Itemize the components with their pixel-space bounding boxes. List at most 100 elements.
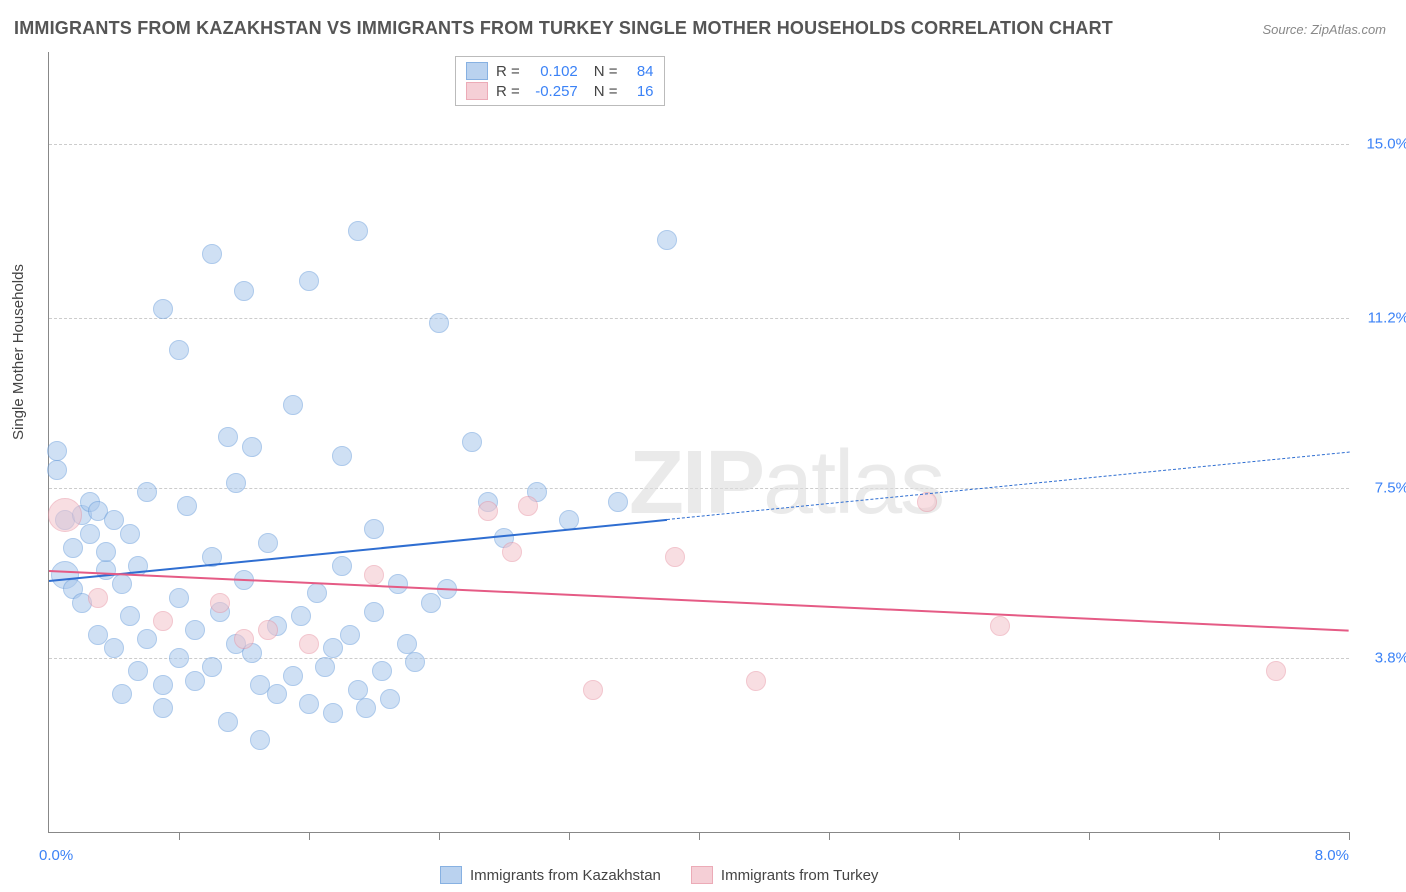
stats-legend-row: R =-0.257N =16 bbox=[462, 81, 658, 101]
scatter-point bbox=[380, 689, 400, 709]
x-tick bbox=[699, 832, 700, 840]
scatter-point bbox=[104, 638, 124, 658]
scatter-point bbox=[185, 620, 205, 640]
y-tick-label: 7.5% bbox=[1354, 479, 1406, 496]
scatter-point bbox=[291, 606, 311, 626]
y-tick-label: 15.0% bbox=[1354, 135, 1406, 152]
scatter-point bbox=[104, 510, 124, 530]
scatter-point bbox=[258, 620, 278, 640]
scatter-point bbox=[340, 625, 360, 645]
scatter-point bbox=[372, 661, 392, 681]
x-tick bbox=[959, 832, 960, 840]
stat-r-value: 0.102 bbox=[528, 63, 578, 80]
scatter-point bbox=[388, 574, 408, 594]
scatter-point bbox=[88, 588, 108, 608]
watermark-bold: ZIP bbox=[629, 433, 763, 533]
scatter-point bbox=[356, 698, 376, 718]
source-credit: Source: ZipAtlas.com bbox=[1262, 22, 1386, 37]
series-legend-label: Immigrants from Kazakhstan bbox=[470, 867, 661, 884]
scatter-point bbox=[429, 313, 449, 333]
scatter-point bbox=[63, 538, 83, 558]
scatter-point bbox=[657, 230, 677, 250]
scatter-point bbox=[283, 395, 303, 415]
gridline bbox=[49, 318, 1349, 319]
scatter-point bbox=[397, 634, 417, 654]
scatter-point bbox=[153, 611, 173, 631]
scatter-point bbox=[226, 473, 246, 493]
trend-line bbox=[49, 519, 667, 582]
scatter-point bbox=[234, 629, 254, 649]
scatter-point bbox=[153, 299, 173, 319]
scatter-point bbox=[332, 446, 352, 466]
scatter-point bbox=[518, 496, 538, 516]
plot-area: ZIPatlas 3.8%7.5%11.2%15.0%0.0%8.0% bbox=[48, 52, 1349, 833]
scatter-point bbox=[112, 684, 132, 704]
scatter-point bbox=[348, 221, 368, 241]
stat-n-label: N = bbox=[594, 63, 618, 80]
series-legend-item: Immigrants from Turkey bbox=[691, 866, 879, 884]
x-tick bbox=[309, 832, 310, 840]
scatter-point bbox=[299, 694, 319, 714]
scatter-point bbox=[332, 556, 352, 576]
scatter-point bbox=[153, 675, 173, 695]
x-tick bbox=[569, 832, 570, 840]
x-tick bbox=[1089, 832, 1090, 840]
series-legend-label: Immigrants from Turkey bbox=[721, 867, 879, 884]
scatter-point bbox=[746, 671, 766, 691]
scatter-point bbox=[348, 680, 368, 700]
y-tick-label: 3.8% bbox=[1354, 649, 1406, 666]
x-tick bbox=[829, 832, 830, 840]
scatter-point bbox=[583, 680, 603, 700]
scatter-point bbox=[153, 698, 173, 718]
scatter-point bbox=[169, 340, 189, 360]
gridline bbox=[49, 144, 1349, 145]
scatter-point bbox=[137, 629, 157, 649]
scatter-point bbox=[210, 593, 230, 613]
scatter-point bbox=[137, 482, 157, 502]
scatter-point bbox=[421, 593, 441, 613]
scatter-point bbox=[405, 652, 425, 672]
x-tick bbox=[179, 832, 180, 840]
series-legend-item: Immigrants from Kazakhstan bbox=[440, 866, 661, 884]
scatter-point bbox=[47, 441, 67, 461]
scatter-point bbox=[185, 671, 205, 691]
scatter-point bbox=[202, 244, 222, 264]
scatter-point bbox=[120, 524, 140, 544]
scatter-point bbox=[502, 542, 522, 562]
x-label-right: 8.0% bbox=[1315, 847, 1349, 864]
scatter-point bbox=[307, 583, 327, 603]
series-legend: Immigrants from Kazakhstan Immigrants fro… bbox=[440, 866, 878, 884]
watermark-rest: atlas bbox=[763, 433, 943, 533]
scatter-point bbox=[323, 703, 343, 723]
legend-swatch bbox=[466, 82, 488, 100]
scatter-point bbox=[128, 661, 148, 681]
y-axis-label: Single Mother Households bbox=[10, 264, 27, 440]
chart-title: IMMIGRANTS FROM KAZAKHSTAN VS IMMIGRANTS… bbox=[14, 18, 1113, 39]
scatter-point bbox=[242, 437, 262, 457]
scatter-point bbox=[169, 588, 189, 608]
scatter-point bbox=[990, 616, 1010, 636]
scatter-point bbox=[234, 281, 254, 301]
legend-swatch bbox=[691, 866, 713, 884]
scatter-point bbox=[48, 498, 82, 532]
scatter-point bbox=[283, 666, 303, 686]
scatter-point bbox=[120, 606, 140, 626]
watermark-text: ZIPatlas bbox=[629, 432, 943, 535]
scatter-point bbox=[96, 542, 116, 562]
scatter-point bbox=[47, 460, 67, 480]
scatter-point bbox=[258, 533, 278, 553]
scatter-point bbox=[299, 271, 319, 291]
scatter-point bbox=[299, 634, 319, 654]
y-tick-label: 11.2% bbox=[1354, 310, 1406, 327]
scatter-point bbox=[478, 501, 498, 521]
scatter-point bbox=[665, 547, 685, 567]
stat-r-label: R = bbox=[496, 83, 520, 100]
scatter-point bbox=[112, 574, 132, 594]
legend-swatch bbox=[440, 866, 462, 884]
x-label-left: 0.0% bbox=[39, 847, 73, 864]
scatter-point bbox=[267, 684, 287, 704]
scatter-point bbox=[88, 625, 108, 645]
scatter-point bbox=[177, 496, 197, 516]
scatter-point bbox=[462, 432, 482, 452]
trend-line bbox=[49, 570, 1349, 632]
